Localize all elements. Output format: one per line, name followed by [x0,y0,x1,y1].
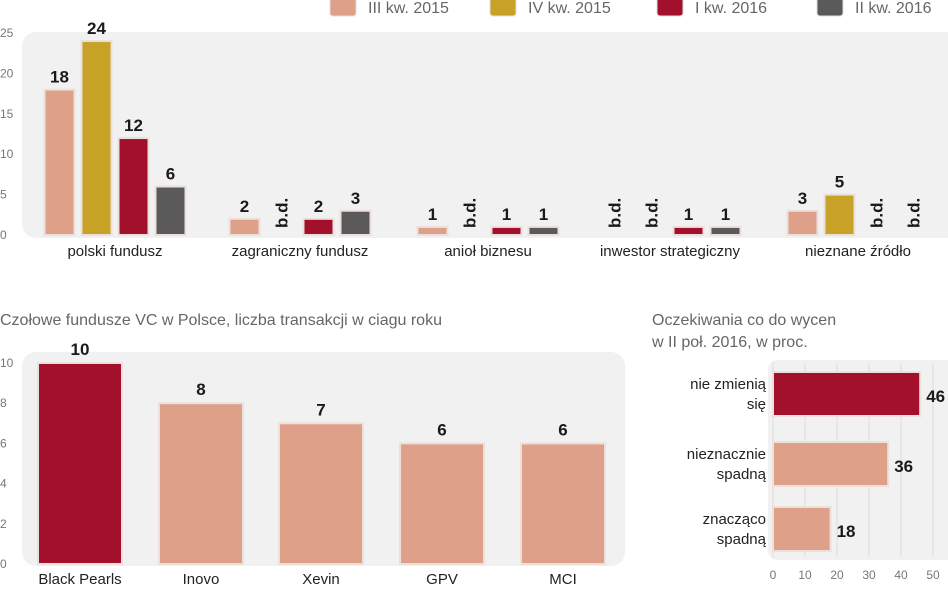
bar [80,40,113,236]
bar [527,225,560,236]
bar [823,193,856,237]
missing-label: b.d. [273,198,292,228]
x-tick: 10 [798,568,812,582]
data-label: 18 [50,68,69,87]
data-label: 10 [71,340,90,359]
bar [416,225,449,236]
y-tick: 5 [0,188,7,202]
category-label: spadną [717,531,767,548]
data-label: 7 [316,400,325,419]
data-label: 6 [166,165,175,184]
legend-label: III kw. 2015 [368,0,449,17]
bar [772,506,832,552]
y-tick: 20 [0,66,14,80]
data-label: 2 [314,197,323,216]
y-tick: 15 [0,107,14,121]
plot-area-1 [22,32,948,238]
category-label: spadną [717,466,767,483]
y-tick: 0 [0,228,7,242]
bar [520,442,606,565]
data-label: 36 [894,457,913,476]
x-tick: 50 [926,568,940,582]
chart-title: w II poł. 2016, w proc. [651,334,808,351]
data-label: 1 [428,205,437,224]
legend-label: I kw. 2016 [695,0,767,17]
missing-label: b.d. [461,198,480,228]
bar [278,422,364,565]
data-label: 46 [926,387,945,406]
category-label: znacząco [703,511,766,528]
chart-title: Oczekiwania co do wycen [652,312,836,329]
y-tick: 4 [0,477,7,491]
legend-label: IV kw. 2015 [528,0,611,17]
x-tick: 40 [894,568,908,582]
data-label: 8 [196,380,205,399]
legend-swatch [329,0,357,17]
bar [37,362,123,565]
missing-label: b.d. [643,198,662,228]
category-label: się [747,396,766,413]
data-label: 1 [684,205,693,224]
chart-title: Czołowe fundusze VC w Polsce, liczba tra… [0,312,442,329]
x-tick: 0 [770,568,777,582]
y-tick: 6 [0,436,7,450]
data-label: 1 [721,205,730,224]
data-label: 12 [124,116,143,135]
category-label: MCI [549,571,577,588]
bar [772,371,922,417]
category-label: Black Pearls [38,571,121,588]
bar [399,442,485,565]
bar [786,209,819,236]
y-tick: 2 [0,517,7,531]
y-tick: 10 [0,356,14,370]
x-tick: 30 [862,568,876,582]
category-label: anioł biznesu [444,243,532,260]
data-label: 6 [437,420,446,439]
y-tick: 0 [0,557,7,571]
data-label: 2 [240,197,249,216]
bar [43,88,76,236]
bar [154,185,187,237]
legend-label: II kw. 2016 [855,0,932,17]
missing-label: b.d. [606,198,625,228]
missing-label: b.d. [868,198,887,228]
bar [228,217,261,236]
bar [772,441,890,487]
data-label: 24 [87,19,106,38]
bar [302,217,335,236]
data-label: 5 [835,173,844,192]
bar [709,225,742,236]
category-label: GPV [426,571,458,588]
data-label: 3 [351,189,360,208]
bar [672,225,705,236]
category-label: Xevin [302,571,340,588]
data-label: 1 [502,205,511,224]
y-tick: 8 [0,396,7,410]
legend-swatch [816,0,844,17]
data-label: 1 [539,205,548,224]
y-tick: 25 [0,26,14,40]
bar [490,225,523,236]
category-label: zagraniczny fundusz [232,243,369,260]
data-label: 6 [558,420,567,439]
data-label: 3 [798,189,807,208]
legend-swatch [489,0,517,17]
bar [339,209,372,236]
bar [158,402,244,566]
data-label: 18 [837,522,856,541]
legend-swatch [656,0,684,17]
y-tick: 10 [0,147,14,161]
category-label: Inovo [183,571,220,588]
category-label: nieznacznie [687,446,766,463]
category-label: polski fundusz [67,243,162,260]
category-label: nie zmienią [690,376,767,393]
bar [117,137,150,236]
missing-label: b.d. [905,198,924,228]
x-tick: 20 [830,568,844,582]
category-label: inwestor strategiczny [600,243,741,260]
category-label: nieznane źródło [805,243,911,260]
